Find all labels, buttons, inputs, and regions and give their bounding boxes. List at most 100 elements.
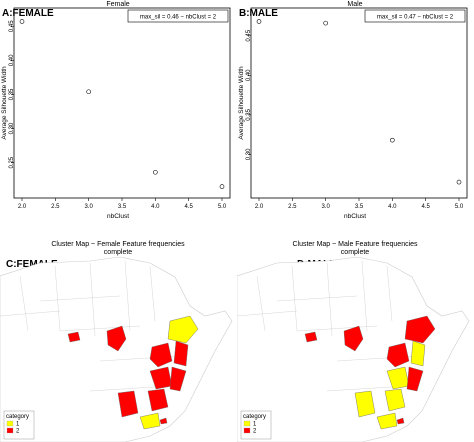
region-east-3-male — [410, 340, 426, 367]
axes-female: 2.0 2.5 3.0 3.5 4.0 4.5 5.0 0.25 0.30 0.35 0.40 0.4… — [9, 20, 227, 210]
legend-swatch-1-female — [6, 420, 14, 427]
silhouette-svg-male: Male B:MALE max_sil = 0.47 − nbClust = 2… — [238, 1, 468, 220]
chart-title-male: Male — [347, 1, 362, 8]
cluster-map-female: Cluster Map ~ Female Feature frequencies… — [0, 221, 237, 442]
y-tick-label-female: 0.30 — [9, 122, 15, 134]
legend-title-female: category — [6, 414, 29, 420]
x-tick-label-female: 4.5 — [184, 204, 193, 210]
y-tick-label-female: 0.25 — [9, 156, 15, 168]
map-subtitle-female: complete — [104, 249, 133, 256]
country-border-female — [149, 265, 156, 322]
legend-swatch-2-female — [6, 427, 14, 434]
region-south-2-male — [384, 388, 406, 412]
map-subtitle-male: complete — [341, 249, 370, 256]
region-center-2-male — [406, 366, 424, 392]
x-tick-label-male: 4.0 — [388, 204, 397, 210]
y-axis-title-male: Average Silhouette Width — [238, 66, 245, 140]
data-point-female — [219, 184, 225, 189]
silhouette-plot-female: Female A:FEMALE max_sil = 0.46 − nbClust… — [0, 0, 237, 221]
region-east-3-female — [173, 340, 189, 367]
region-cameroon-male — [343, 325, 364, 352]
region-south-3-male — [376, 412, 398, 430]
panel-label-b: B:MALE — [239, 8, 278, 19]
legend-label-1-male: 1 — [253, 422, 257, 428]
silhouette-svg-female: Female A:FEMALE max_sil = 0.46 − nbClust… — [1, 1, 231, 220]
x-tick-label-male: 3.5 — [355, 204, 364, 210]
plot-frame-male — [250, 7, 468, 199]
region-island-male — [396, 417, 405, 425]
x-tick-label-female: 4.0 — [151, 204, 160, 210]
country-border-female — [124, 260, 131, 332]
x-tick-label-male: 3.0 — [321, 204, 330, 210]
chart-title-female: Female — [106, 1, 129, 8]
country-border-female — [39, 295, 121, 302]
cluster-map-male: Cluster Map ~ Male Feature frequencies c… — [237, 221, 474, 442]
region-south-1-female — [117, 390, 139, 418]
x-tick-label-female: 3.5 — [118, 204, 127, 210]
x-tick-label-male: 2.5 — [288, 204, 297, 210]
legend-box-male — [364, 9, 466, 23]
panel-label-a: A:FEMALE — [2, 8, 54, 19]
legend-label-1-female: 1 — [16, 422, 20, 428]
region-east-1-female — [167, 315, 199, 344]
x-tick-label-male: 2.0 — [255, 204, 264, 210]
region-west-coast-female — [67, 331, 81, 343]
africa-map-female — [0, 256, 233, 442]
region-cameroon-female — [106, 325, 127, 352]
panel-label-c: C:FEMALE — [6, 259, 58, 270]
y-tick-label-female: 0.35 — [9, 88, 15, 100]
x-tick-label-female: 5.0 — [218, 204, 227, 210]
legend-swatch-1-male — [243, 420, 251, 427]
map-title-female: Cluster Map ~ Female Feature frequencies — [51, 241, 185, 248]
silhouette-plot-male: Male B:MALE max_sil = 0.47 − nbClust = 2… — [237, 0, 474, 221]
plot-frame-female — [13, 7, 231, 199]
x-tick-label-female: 2.0 — [18, 204, 27, 210]
x-axis-title-female: nbClust — [107, 213, 129, 220]
country-border-female — [19, 275, 29, 332]
data-point-male — [456, 179, 462, 185]
country-border-male — [291, 265, 298, 332]
region-south-2-female — [147, 388, 169, 412]
x-tick-label-female: 2.5 — [51, 204, 60, 210]
y-tick-label-male: 0.45 — [246, 29, 252, 41]
country-border-male — [256, 275, 266, 332]
data-point-male — [256, 19, 262, 24]
y-tick-label-male: 0.40 — [246, 69, 252, 81]
country-border-male — [326, 262, 333, 337]
map-legend-female: category 1 2 — [3, 410, 35, 440]
x-tick-label-female: 3.0 — [84, 204, 93, 210]
region-east-2-female — [149, 342, 173, 368]
data-point-female — [153, 169, 158, 175]
legend-swatch-2-male — [243, 427, 251, 434]
region-east-1-male — [404, 315, 436, 344]
data-point-female — [19, 19, 25, 24]
data-point-female — [86, 89, 91, 95]
region-south-1-male — [354, 390, 376, 418]
legend-text-male: max_sil = 0.47 − nbClust = 2 — [377, 15, 454, 21]
points-female — [19, 19, 225, 189]
cluster-map-svg-male: Cluster Map ~ Male Feature frequencies c… — [237, 241, 470, 442]
legend-frame-male — [240, 410, 272, 440]
country-border-male — [296, 325, 378, 332]
country-border-male — [386, 265, 393, 322]
country-border-male — [276, 295, 358, 302]
africa-map-male — [237, 256, 470, 442]
legend-text-female: max_sil = 0.46 − nbClust = 2 — [140, 15, 217, 21]
data-point-male — [323, 20, 328, 26]
cluster-map-svg-female: Cluster Map ~ Female Feature frequencies… — [0, 241, 233, 442]
y-tick-label-female: 0.40 — [9, 54, 15, 66]
y-tick-label-male: 0.35 — [246, 108, 252, 120]
region-island-female — [159, 417, 168, 425]
map-legend-male: category 1 2 — [240, 410, 272, 440]
legend-title-male: category — [243, 414, 266, 420]
x-tick-label-male: 5.0 — [455, 204, 464, 210]
region-east-2-male — [386, 342, 410, 368]
axes-male: 2.0 2.5 3.0 3.5 4.0 4.5 5.0 0.30 0.35 0.40 0.45 — [246, 29, 464, 210]
region-center-2-female — [169, 366, 187, 392]
legend-label-2-female: 2 — [16, 429, 20, 435]
map-title-male: Cluster Map ~ Male Feature frequencies — [292, 241, 418, 248]
country-border-male — [361, 260, 368, 332]
y-tick-label-female: 0.45 — [9, 20, 15, 32]
x-tick-label-male: 4.5 — [421, 204, 430, 210]
data-point-male — [390, 137, 395, 143]
